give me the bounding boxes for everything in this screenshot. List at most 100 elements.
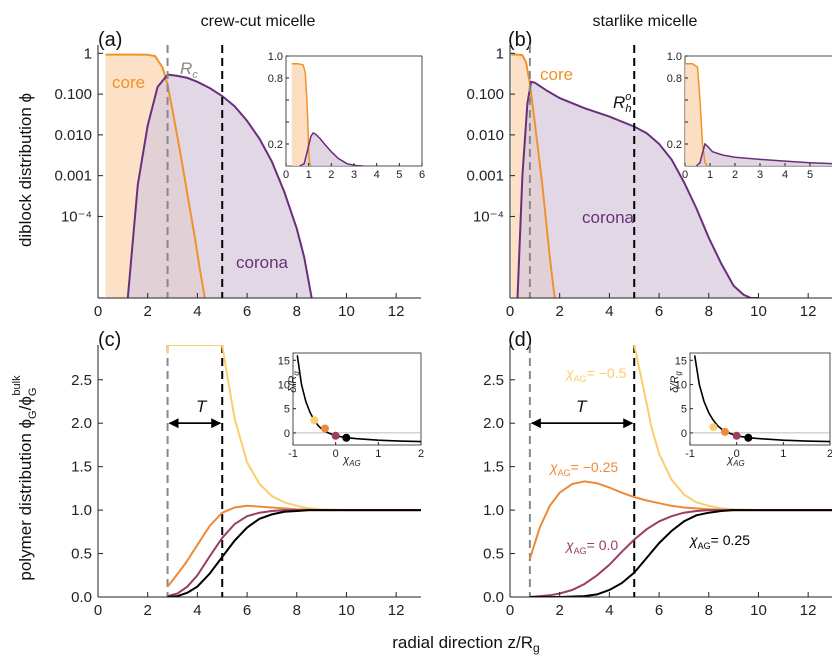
- inset-point-chi_m05: [709, 423, 718, 432]
- inset-corona-area: [299, 133, 364, 166]
- inset-x-tick-label: 2: [418, 448, 424, 460]
- inset-ylabel-c: δ/Rg: [287, 371, 301, 393]
- x-tick-label: 2: [556, 602, 564, 619]
- x-tick-label: 10: [750, 303, 767, 320]
- y-tick-label: 0.5: [71, 546, 92, 563]
- ylabel-top: diblock distribution ϕ: [16, 93, 35, 247]
- inset-x-tick-label: 1: [780, 448, 786, 460]
- inset-plot: [685, 62, 832, 166]
- inset-frame: [292, 352, 422, 446]
- inset-point-chi_m025: [721, 427, 729, 436]
- series-chi_m025: [166, 504, 421, 588]
- y-tick-label: 1.0: [71, 502, 92, 519]
- series-chi_0: [167, 509, 421, 597]
- inset-xlabel-d: χAG: [726, 454, 745, 468]
- header-b: starlike micelle: [593, 13, 698, 30]
- y-tick-label: 0.5: [483, 546, 504, 563]
- x-tick-label: 12: [800, 602, 817, 619]
- series-chi_025: [167, 509, 421, 597]
- y-tick-label: 2.5: [71, 372, 92, 389]
- chi-label-m05: χAG= −0.5: [564, 365, 627, 384]
- plot-area: [511, 45, 759, 298]
- inset-x-tick-label: 1: [375, 448, 381, 460]
- ylabel-bottom-main: polymer distribution ϕ: [16, 419, 35, 581]
- corona-line: [126, 73, 313, 298]
- chi-label-025: χAG= 0.25: [688, 532, 750, 551]
- inset-x-tick-label: 0: [283, 169, 289, 181]
- inset-x-tick-label: 3: [351, 169, 357, 181]
- inset-core-line: [685, 62, 709, 166]
- x-tick-label: 10: [750, 602, 767, 619]
- x-tick-label: 0: [94, 602, 102, 619]
- y-tick-label: 2.0: [71, 415, 92, 432]
- x-tick-label: 12: [388, 602, 405, 619]
- y-tick-label: 1: [496, 45, 504, 62]
- inset-corona-line: [695, 142, 832, 166]
- inset-x-tick-label: 3: [757, 169, 763, 181]
- x-tick-label: 2: [556, 303, 564, 320]
- inset-point-chi_0: [331, 431, 340, 440]
- rh-label: Ro h: [613, 91, 632, 115]
- core-label-a: core: [112, 73, 145, 92]
- inset-x-tick-label: 5: [396, 169, 402, 181]
- x-tick-label: 2: [144, 303, 152, 320]
- inset-y-tick-label: 15: [278, 355, 290, 367]
- x-tick-label: 6: [243, 602, 251, 619]
- panel-label-d: (d): [508, 329, 532, 351]
- y-tick-label: 0.001: [466, 168, 504, 185]
- inset-x-tick-label: 5: [807, 169, 813, 181]
- ylabel-bottom: polymer distribution ϕG/ϕGbulk: [11, 375, 39, 581]
- inset-point-chi_m025: [321, 424, 329, 433]
- inset-x-tick-label: 2: [827, 448, 832, 460]
- inset-x-tick-label: 0: [333, 448, 339, 460]
- corona-label-a: corona: [236, 253, 289, 272]
- inset-corona-area: [696, 144, 832, 166]
- inset-x-tick-label: 0: [682, 169, 688, 181]
- inset-y-tick-label: 0.8: [667, 73, 682, 85]
- x-tick-label: 8: [293, 303, 301, 320]
- inset-x-tick-label: 1: [707, 169, 713, 181]
- inset-y-tick-label: 0: [681, 428, 687, 440]
- y-tick-label: 0.010: [54, 127, 92, 144]
- inset-point-chi_m05: [310, 416, 319, 425]
- x-tick-label: 8: [705, 602, 713, 619]
- inset-plot: [291, 62, 364, 166]
- inset-corona-line: [299, 132, 364, 166]
- x-tick-label: 6: [655, 602, 663, 619]
- corona-label-b: corona: [582, 208, 635, 227]
- y-tick-label: 1: [84, 45, 92, 62]
- y-tick-label: 0.001: [54, 168, 92, 185]
- x-tick-label: 6: [655, 303, 663, 320]
- series-chi_025: [529, 509, 832, 597]
- x-tick-label: 0: [506, 602, 514, 619]
- inset-x-tick-label: 6: [419, 169, 425, 181]
- t-label-d: T: [576, 397, 588, 416]
- x-tick-label: 6: [243, 303, 251, 320]
- y-tick-label: 10⁻⁴: [61, 208, 92, 225]
- corona-line: [516, 80, 759, 298]
- y-tick-label: 10⁻⁴: [473, 208, 504, 225]
- y-tick-label: 0.100: [54, 86, 92, 103]
- chi-label-0: χAG= 0.0: [564, 537, 618, 556]
- y-tick-label: 1.0: [483, 502, 504, 519]
- inset-x-tick-label: 1: [306, 169, 312, 181]
- rc-label: Rc: [180, 59, 198, 81]
- xlabel-main: radial direction z/R: [392, 633, 533, 652]
- x-tick-label: 10: [338, 303, 355, 320]
- inset-ylabel-d: δ/Rg: [669, 371, 683, 393]
- y-tick-label: 0.0: [483, 589, 504, 606]
- x-tick-label: 10: [338, 602, 355, 619]
- panel-label-a: (a): [98, 29, 122, 51]
- inset-x-tick-label: -1: [288, 448, 298, 460]
- y-tick-label: 0.010: [466, 127, 504, 144]
- inset-y-tick-label: 5: [284, 404, 290, 416]
- inset-x-tick-label: -1: [685, 448, 695, 460]
- inset-y-tick-label: 0: [284, 428, 290, 440]
- x-tick-label: 0: [94, 303, 102, 320]
- inset-y-tick-label: 0.2: [667, 139, 682, 151]
- x-tick-label: 12: [800, 303, 817, 320]
- inset-point-chi_0: [732, 431, 741, 440]
- core-label-b: core: [540, 65, 573, 84]
